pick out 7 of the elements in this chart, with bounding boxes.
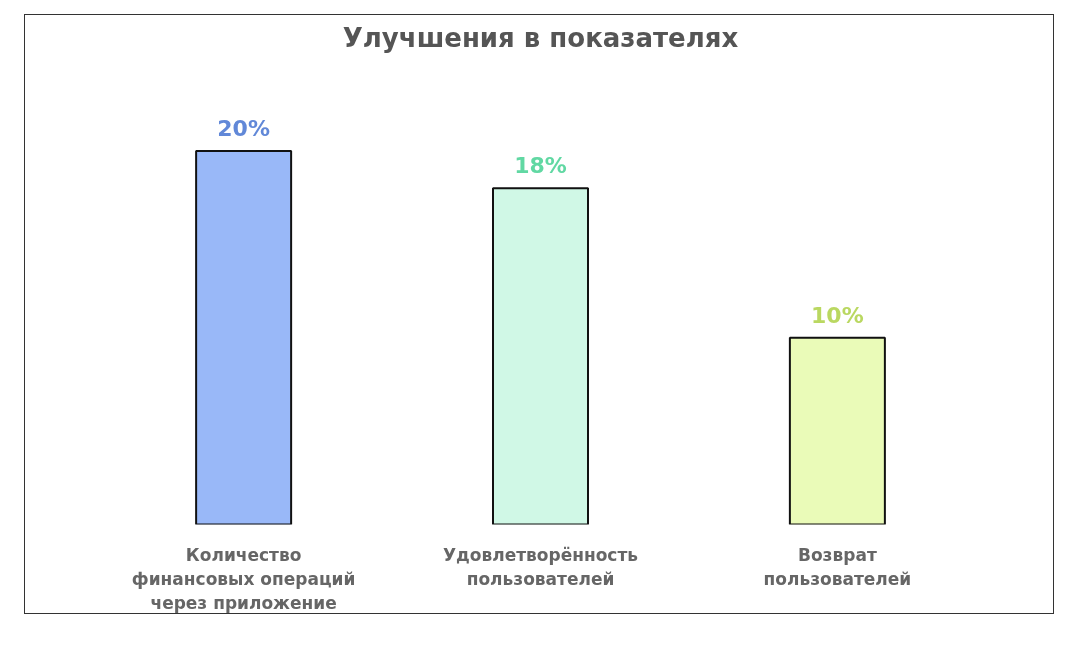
data-label: 10% (811, 302, 864, 328)
x-tick-label: Удовлетворённость пользователей (442, 544, 639, 589)
x-tick-label: Возврат пользователей (763, 544, 912, 589)
data-label: 20% (217, 115, 270, 141)
data-label: 18% (514, 153, 567, 179)
chart-title: Улучшения в показателях (342, 22, 739, 53)
x-tick-label: Количество финансовых операций через приложение (131, 544, 356, 613)
